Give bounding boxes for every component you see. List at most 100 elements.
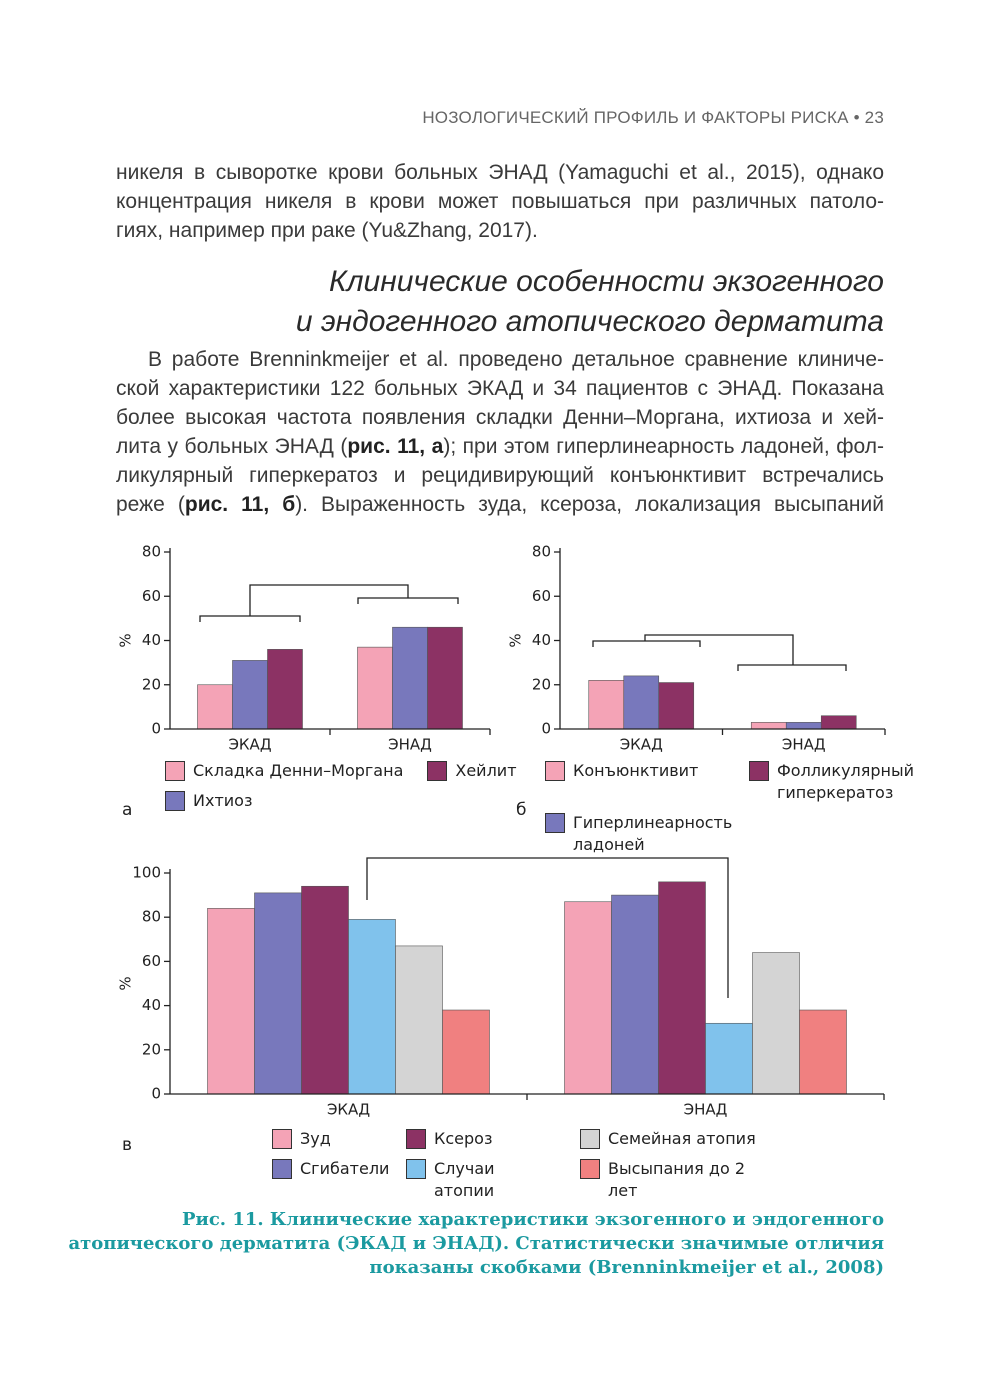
bar <box>207 908 255 1095</box>
bar <box>442 1009 490 1095</box>
y-tick-label: 0 <box>151 720 161 738</box>
legend-swatch <box>580 1129 600 1149</box>
text-line: более высокая частота появления складки … <box>116 406 884 429</box>
text-line: ской характеристики 122 больных ЭКАД и 3… <box>116 377 884 400</box>
legend-item: Ихтиоз <box>165 790 403 812</box>
legend-item: Хейлит <box>427 760 517 782</box>
y-tick-label: 0 <box>151 1085 161 1103</box>
bar <box>705 1022 753 1095</box>
legend-label: Сгибатели <box>300 1159 390 1178</box>
y-tick-label: 40 <box>142 996 161 1014</box>
panel-label: а <box>122 800 133 820</box>
panel-label: б <box>516 800 527 820</box>
text-line: никеля в сыворотке крови больных ЭНАД (Y… <box>116 161 884 184</box>
bar <box>357 646 393 730</box>
y-tick-label: 80 <box>142 908 161 926</box>
figure-caption: Рис. 11. Клинические характеристики экзо… <box>181 1209 884 1230</box>
bold-reference: рис. 11, а <box>347 435 444 458</box>
x-tick-label: ЭКАД <box>620 736 663 754</box>
y-tick-label: 40 <box>142 631 161 649</box>
legend-swatch <box>406 1129 426 1149</box>
bar <box>301 885 349 1095</box>
legend-label: Случаи атопии <box>434 1159 495 1200</box>
legend-swatch <box>580 1159 600 1179</box>
legend-swatch <box>165 791 185 811</box>
bar <box>392 626 428 730</box>
bold-reference: рис. 11, б <box>184 493 296 516</box>
legend-item: Гиперлинеарность ладоней <box>545 812 732 856</box>
legend-item: Случаи атопии <box>406 1158 556 1202</box>
legend-label: Складка Денни–Моргана <box>193 761 404 780</box>
y-tick-label: 20 <box>532 675 551 693</box>
x-tick-label: ЭНАД <box>684 1101 728 1119</box>
bar <box>254 892 302 1095</box>
y-tick-label: 60 <box>142 587 161 605</box>
bracket <box>199 584 459 622</box>
legend-label: Зуд <box>300 1129 331 1148</box>
y-axis-label: % <box>507 633 525 647</box>
figure-caption: показаны скобками (Brenninkmeijer et al.… <box>369 1257 884 1278</box>
bar <box>232 660 268 730</box>
y-tick-label: 40 <box>532 631 551 649</box>
legend-item: Конъюнктивит <box>545 760 725 804</box>
section-heading: и эндогенного атопического дерматита <box>295 305 884 338</box>
legend-label: Ихтиоз <box>193 791 253 810</box>
bar <box>427 626 463 730</box>
bar <box>750 722 787 730</box>
legend-item: Семейная атопия <box>580 1128 770 1150</box>
legend-item: Зуд <box>272 1128 382 1150</box>
legend-swatch <box>165 761 185 781</box>
panel-label: в <box>122 1135 133 1155</box>
bar <box>799 1009 847 1095</box>
legend-swatch <box>545 761 565 781</box>
y-tick-label: 100 <box>132 864 161 882</box>
y-tick-label: 60 <box>142 952 161 970</box>
bar <box>564 901 612 1095</box>
legend-item: Складка Денни–Моргана <box>165 760 403 782</box>
legend-label: Хейлит <box>455 761 517 780</box>
legend-swatch <box>272 1159 292 1179</box>
legend-swatch <box>749 761 769 781</box>
x-tick-label: ЭНАД <box>388 736 432 754</box>
legend-item: Фолликулярный гиперкератоз <box>749 760 914 804</box>
bar <box>752 952 800 1095</box>
legend-swatch <box>427 761 448 781</box>
y-axis-label: % <box>117 633 135 647</box>
bar <box>785 722 822 730</box>
legend: Конъюнктивит Гиперлинеарность ладоней Фолл… <box>545 760 914 856</box>
bar <box>395 945 443 1095</box>
y-tick-label: 20 <box>142 1040 161 1058</box>
text-run: ); при этом гиперлинеарность ладоней, фо… <box>443 435 884 458</box>
legend-label: Ксероз <box>434 1129 493 1148</box>
bar <box>267 649 303 730</box>
text-run: ). Выраженность зуда, ксероза, локализац… <box>295 493 884 516</box>
bar <box>658 881 706 1095</box>
text-run: лита у больных ЭНАД ( <box>116 435 348 458</box>
y-tick-label: 80 <box>532 543 551 561</box>
bar <box>658 682 695 730</box>
legend-label: Конъюнктивит <box>573 761 699 780</box>
legend-label: Фолликулярный гиперкератоз <box>777 761 915 802</box>
legend-swatch <box>272 1129 292 1149</box>
text-line: лита у больных ЭНАД (рис. 11, а); при эт… <box>116 432 884 461</box>
bar <box>197 684 233 730</box>
x-tick-label: ЭКАД <box>327 1101 370 1119</box>
legend-swatch <box>545 813 565 833</box>
bracket <box>366 857 729 998</box>
legend-label: Гиперлинеарность ладоней <box>573 813 733 854</box>
running-header: НОЗОЛОГИЧЕСКИЙ ПРОФИЛЬ И ФАКТОРЫ РИСКА •… <box>422 108 884 127</box>
legend-item: Ксероз <box>406 1128 556 1150</box>
bar <box>820 715 857 730</box>
bracket <box>592 634 847 671</box>
legend: Складка Денни–Моргана Ихтиоз Хейлит <box>165 760 517 812</box>
text-line: реже (рис. 11, б). Выраженность зуда, кс… <box>116 490 884 519</box>
y-tick-label: 80 <box>142 543 161 561</box>
legend-item: Сгибатели <box>272 1158 389 1202</box>
significance-brackets <box>199 584 847 998</box>
text-line: В работе Brenninkmeijer et al. проведено… <box>148 348 884 371</box>
y-tick-label: 20 <box>142 675 161 693</box>
text-run: реже ( <box>116 493 185 516</box>
bar <box>623 675 660 730</box>
